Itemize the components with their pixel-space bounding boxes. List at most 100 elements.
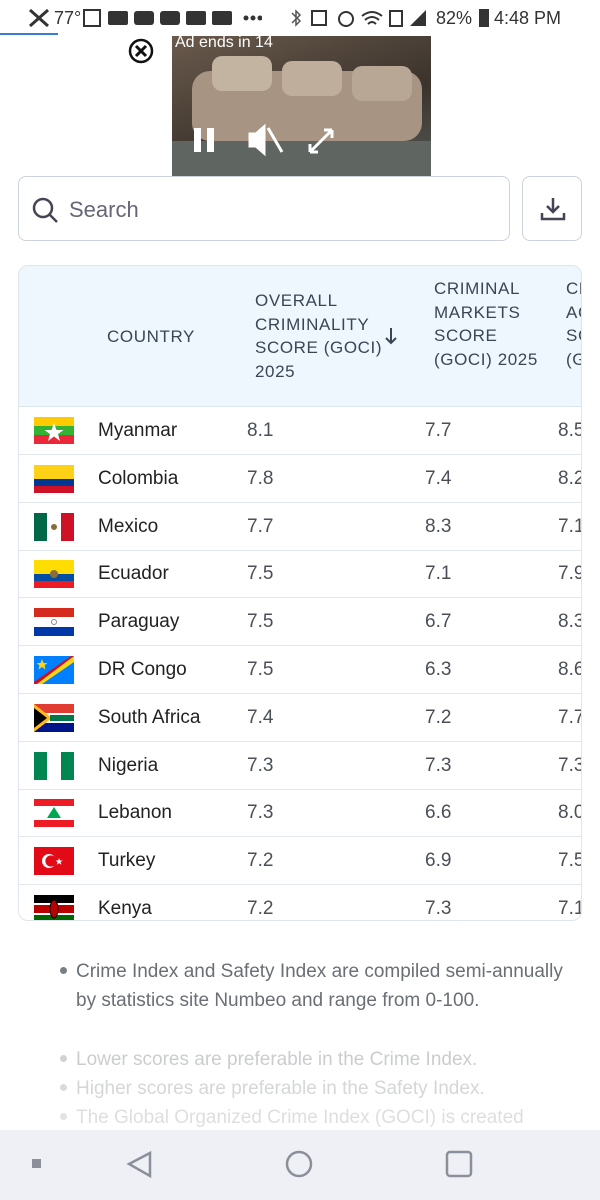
score-cell: 8.3 [425,515,452,537]
bullet [60,967,67,974]
score-cell: 7.3 [247,754,274,776]
country-name: Turkey [98,850,156,872]
score-cell: 7.1 [558,898,582,919]
table-header: COUNTRY OVERALL CRIMINALITY SCORE (GOCI)… [19,266,581,407]
table-row[interactable]: Mexico 7.7 8.3 7.1 [19,503,582,551]
flag [34,703,74,732]
score-cell: 6.6 [425,802,452,824]
country-name: Colombia [98,467,179,489]
country-name: Myanmar [98,420,178,441]
table-row[interactable]: Myanmar 8.1 7.7 8.5 [19,407,582,455]
ad-close-button[interactable] [127,37,155,65]
column-header[interactable]: COUNTRY [107,327,195,346]
score-cell: 7.5 [247,611,274,633]
table-row[interactable]: Ecuador 7.5 7.1 7.9 [19,550,582,599]
search-placeholder: Search [69,197,139,222]
column-header[interactable]: CRIMINAL MARKETS SCORE (GOCI) 2025 [434,279,538,369]
table-row[interactable]: Lebanon 7.3 6.6 8.0 [19,789,582,838]
tab-indicator [0,33,58,35]
flag [34,799,74,828]
score-cell: 7.2 [425,706,452,728]
data-table: COUNTRY OVERALL CRIMINALITY SCORE (GOCI)… [18,265,582,921]
system-icons [291,9,426,27]
score-cell: 6.3 [425,659,452,680]
score-cell: 7.5 [247,563,274,585]
country-name: Kenya [98,898,152,919]
navigation-bar [0,1130,600,1200]
column-header[interactable]: CRIMINAL ACTORS SCORE (GOCI) 2025 [566,279,581,369]
bullet [60,1084,67,1091]
flag [34,847,74,876]
x-icon [29,8,49,28]
battery-icon [479,9,489,27]
ad-countdown: Ad ends in 14 [175,36,273,51]
score-cell: 8.1 [247,420,274,441]
sort-arrow [385,328,397,345]
nav-buttons [32,1150,473,1179]
score-cell: 7.5 [247,659,274,680]
score-cell: 7.3 [425,754,452,776]
score-cell: 7.7 [425,420,452,441]
table-row[interactable]: DR Congo 7.5 6.3 8.6 [19,646,582,694]
bullet [60,1055,67,1062]
flag [34,608,74,637]
download-icon [540,198,566,221]
score-cell: 7.3 [247,802,274,824]
score-cell: 7.3 [558,754,582,776]
note-item: Higher scores are preferable in the Safe… [76,1078,485,1099]
flag [34,417,74,444]
temperature: 77° [54,8,82,28]
flag [34,512,74,541]
country-name: Mexico [98,515,159,537]
score-cell: 7.1 [425,563,452,585]
country-name: Nigeria [98,754,159,776]
flag [34,751,74,780]
note-item: Crime Index and Safety Index are compile… [76,961,563,1012]
flag [34,895,74,920]
country-name: South Africa [98,706,201,728]
score-cell: 7.1 [558,515,582,537]
flag [34,464,74,493]
notification-icons [83,9,262,27]
score-cell: 7.7 [558,706,582,728]
score-cell: 7.4 [425,467,452,489]
score-cell: 7.2 [247,898,274,919]
score-cell: 7.3 [425,898,452,919]
search-icon [32,197,58,223]
flag [34,656,74,684]
score-cell: 7.5 [558,850,582,872]
search-box[interactable]: Search [18,176,510,241]
score-cell: 7.4 [247,706,274,728]
table-row[interactable]: Kenya 7.2 7.3 7.1 [19,885,582,920]
score-cell: 8.5 [558,420,582,441]
score-cell: 8.0 [558,802,582,824]
score-cell: 7.7 [247,515,274,537]
score-cell: 6.7 [425,611,452,633]
bullet [60,1113,67,1120]
score-cell: 8.6 [558,659,582,680]
score-cell: 8.2 [558,467,582,489]
country-name: Paraguay [98,611,180,633]
column-header[interactable]: OVERALL CRIMINALITY SCORE (GOCI) 2025 [255,291,383,381]
table-row[interactable]: Turkey 7.2 6.9 7.5 [19,837,582,886]
table-row[interactable]: Paraguay 7.5 6.7 8.3 [19,598,582,647]
video-ad[interactable]: Ad ends in 14 [172,36,431,176]
ad-video-frame [172,56,431,176]
table-row[interactable]: Colombia 7.8 7.4 8.2 [19,455,582,503]
table-row[interactable]: Nigeria 7.3 7.3 7.3 [19,742,582,790]
score-cell: 8.3 [558,611,582,633]
country-name: DR Congo [98,659,187,680]
flag [34,560,74,589]
country-name: Lebanon [98,802,172,824]
clock: 4:48 PM [494,8,562,28]
status-bar: 77° 82% 4:48 PM [0,0,600,36]
table-row[interactable]: South Africa 7.4 7.2 7.7 [19,694,582,742]
note-item: The Global Organized Crime Index (GOCI) … [76,1107,524,1128]
score-cell: 6.9 [425,850,452,872]
score-cell: 7.8 [247,467,274,489]
score-cell: 7.9 [558,563,582,585]
download-button[interactable] [522,176,582,241]
score-cell: 7.2 [247,850,274,872]
table-body: Myanmar 8.1 7.7 8.5 Colombia 7.8 7.4 8.2 Mexico 7… [19,407,582,920]
